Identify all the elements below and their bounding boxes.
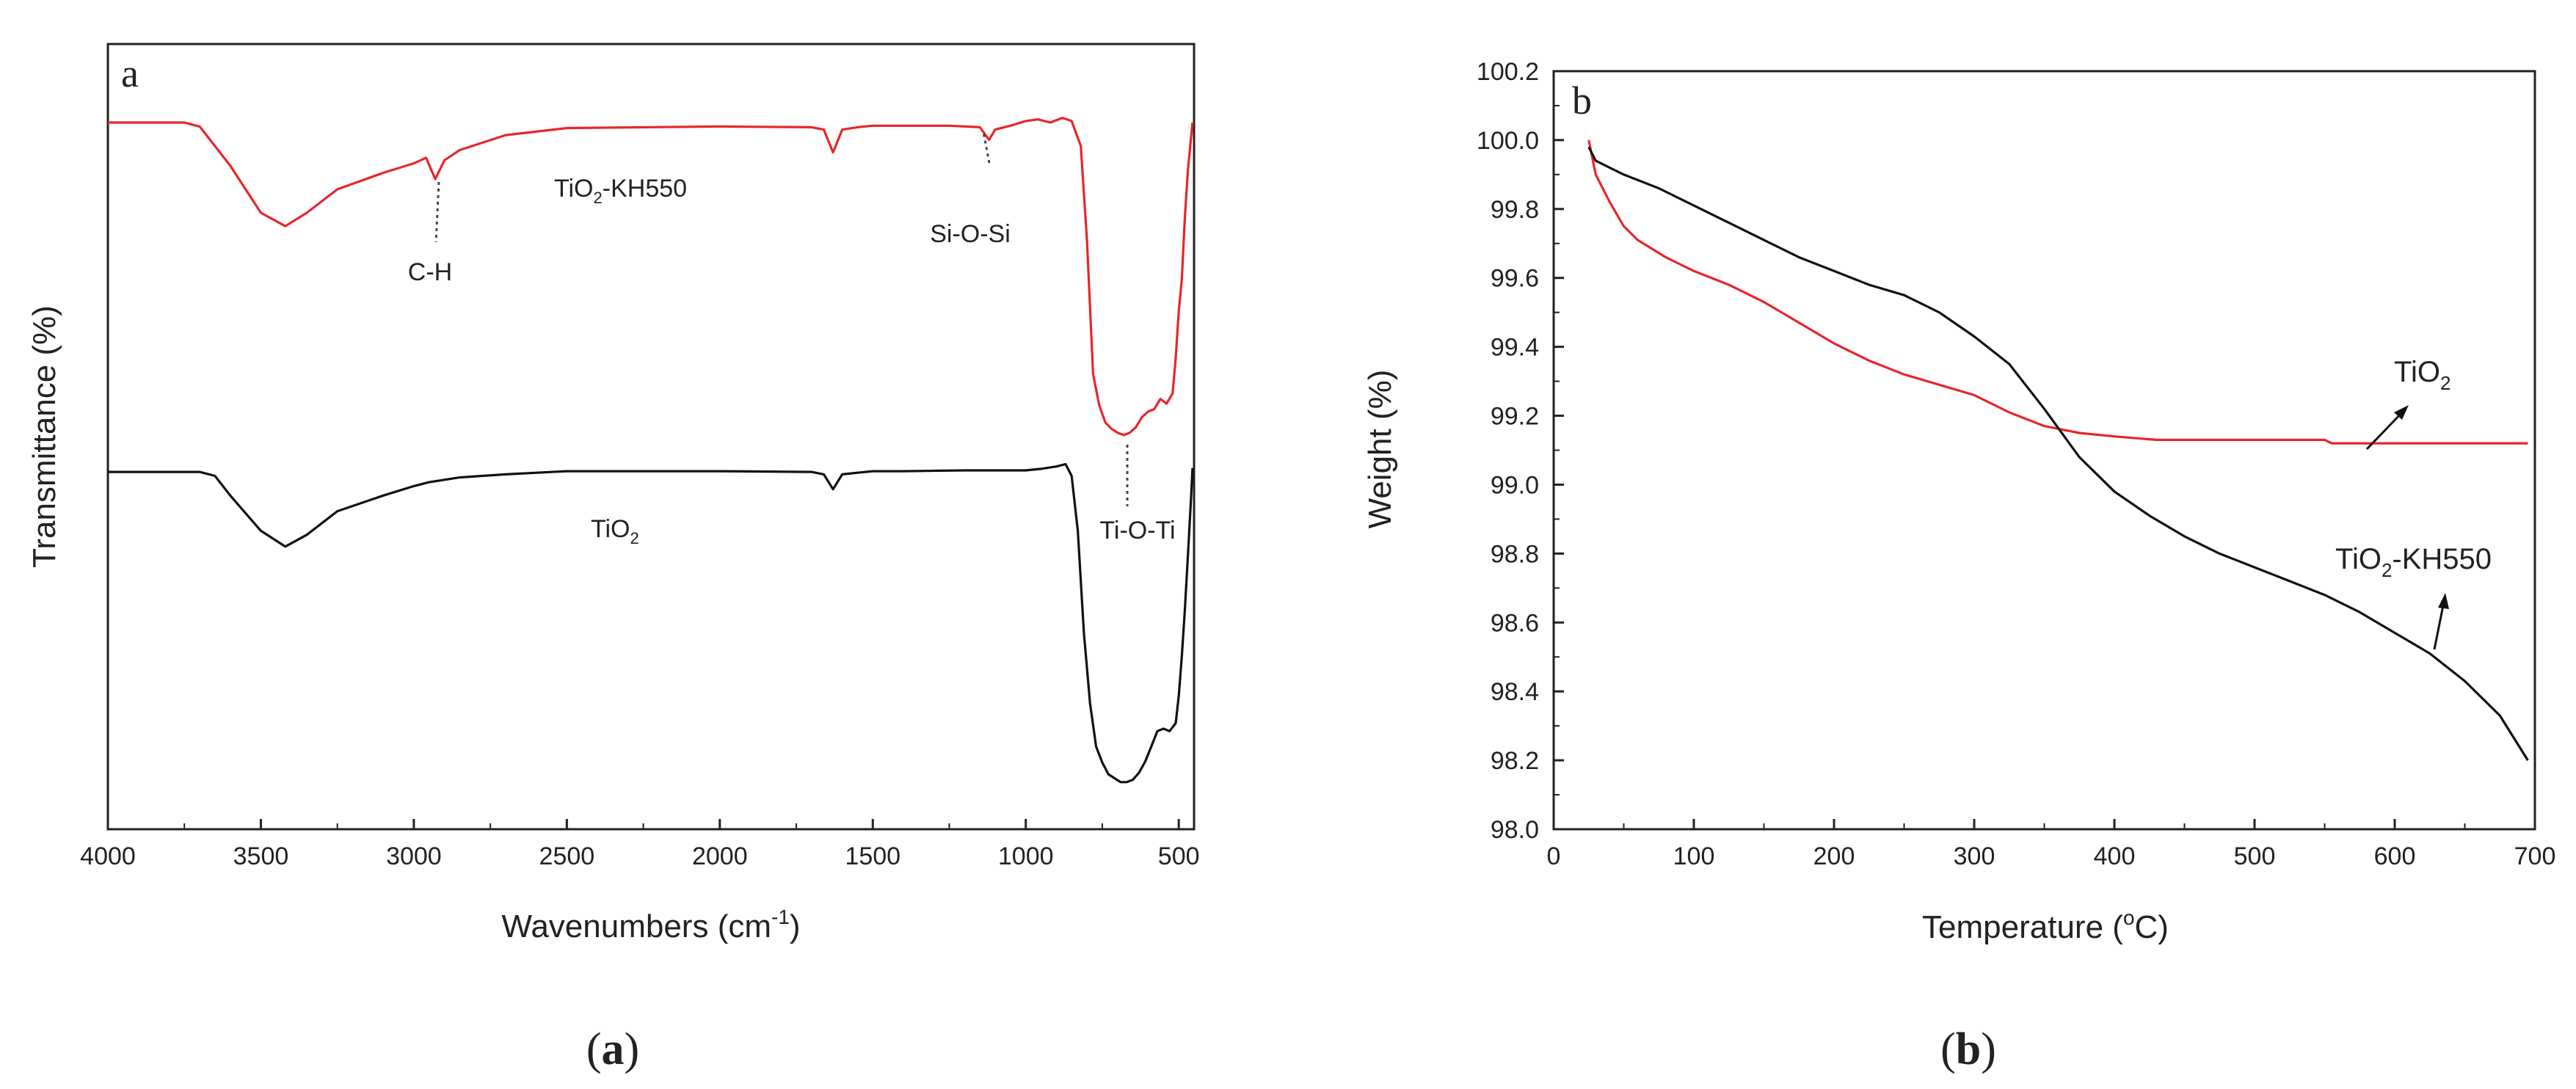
x-axis-label-b-main: Temperature ( bbox=[1922, 909, 2123, 945]
x-tick-label-b-6: 600 bbox=[2374, 842, 2416, 870]
series-label-tio2-b-main: TiO bbox=[2394, 356, 2440, 388]
series-label-tio2-b-sub: 2 bbox=[2440, 372, 2451, 394]
x-tick-label-b-1: 100 bbox=[1673, 842, 1715, 870]
series-label-tio2-a-sub: 2 bbox=[630, 529, 639, 547]
x-tick-label-b-7: 700 bbox=[2514, 842, 2556, 870]
x-tick-label-b-5: 500 bbox=[2234, 842, 2276, 870]
panel-letter-a: a bbox=[121, 51, 139, 95]
y-axis-label-b: Weight (%) bbox=[1362, 370, 1398, 529]
annotation-leader-sioси bbox=[982, 131, 991, 164]
y-axis-label-a: Transmittance (%) bbox=[26, 305, 62, 568]
y-tick-label-b-9: 99.8 bbox=[1491, 196, 1539, 224]
series-label-tio2-kh550-main: TiO bbox=[554, 175, 594, 203]
x-axis-label-a-end: ) bbox=[790, 908, 801, 944]
y-ticks-b bbox=[1554, 70, 1564, 831]
annotation-ti-o-ti: Ti-O-Ti bbox=[1099, 517, 1175, 544]
y-tick-label-b-5: 99.0 bbox=[1491, 471, 1539, 499]
series-group-a bbox=[108, 117, 1194, 784]
panel-letter-b: b bbox=[1572, 79, 1592, 123]
panel-caption-b-close: ) bbox=[1981, 1024, 1996, 1074]
y-tick-label-b-7: 99.4 bbox=[1491, 334, 1539, 362]
series-label-tio2-b: TiO2 bbox=[2394, 356, 2451, 394]
x-tick-labels-a: 4000 3500 3000 2500 2000 1500 1000 500 bbox=[80, 842, 1199, 870]
x-axis-label-a-sup: -1 bbox=[771, 906, 790, 928]
annotation-si-o-si: Si-O-Si bbox=[930, 220, 1011, 248]
panel-caption-b-open: ( bbox=[1940, 1024, 1956, 1074]
panel-a: a 4000 3500 3000 2500 2000 1500 1000 500 TiO2-K… bbox=[26, 43, 1200, 1074]
x-tick-label-a-1: 3500 bbox=[233, 842, 289, 870]
y-tick-label-b-1: 98.2 bbox=[1491, 747, 1539, 775]
x-tick-label-b-0: 0 bbox=[1547, 842, 1561, 870]
y-tick-label-b-3: 98.6 bbox=[1491, 609, 1539, 637]
y-tick-label-b-0: 98.0 bbox=[1491, 816, 1539, 844]
x-tick-label-a-3: 2500 bbox=[539, 842, 595, 870]
x-tick-labels-b: 0 100 200 300 400 500 600 700 bbox=[1547, 842, 2556, 870]
plot-frame-a bbox=[106, 43, 1196, 831]
panel-caption-a-letter: a bbox=[602, 1024, 625, 1074]
x-tick-label-b-3: 300 bbox=[1954, 842, 1995, 870]
series-label-tio2-kh550-b-sub: 2 bbox=[2382, 559, 2392, 581]
x-tick-label-b-4: 400 bbox=[2094, 842, 2136, 870]
x-tick-label-a-2: 3000 bbox=[386, 842, 442, 870]
x-axis-label-a: Wavenumbers (cm-1) bbox=[501, 906, 800, 944]
x-tick-label-a-4: 2000 bbox=[692, 842, 748, 870]
x-axis-label-b: Temperature (oC) bbox=[1922, 906, 2169, 945]
x-ticks-b bbox=[1552, 819, 2536, 829]
panel-caption-a: (a) bbox=[586, 1024, 639, 1074]
y-tick-label-b-6: 99.2 bbox=[1491, 403, 1539, 431]
series-line-a-tio2-kh550 bbox=[108, 117, 1194, 437]
y-tick-label-b-2: 98.4 bbox=[1491, 678, 1539, 706]
panel-b: b 0 100 200 300 400 500 600 700 98.098.298.498.… bbox=[1362, 58, 2555, 1074]
series-label-tio2-kh550-b-main: TiO bbox=[2335, 543, 2382, 575]
y-tick-label-b-8: 99.6 bbox=[1491, 265, 1539, 293]
x-tick-label-b-2: 200 bbox=[1813, 842, 1855, 870]
x-tick-label-a-7: 500 bbox=[1158, 842, 1200, 870]
y-tick-label-b-10: 100.0 bbox=[1477, 127, 1539, 155]
x-axis-label-a-main: Wavenumbers (cm bbox=[501, 908, 771, 944]
panel-caption-a-open: ( bbox=[586, 1024, 602, 1074]
x-tick-label-a-6: 1000 bbox=[998, 842, 1054, 870]
x-tick-label-a-0: 4000 bbox=[80, 842, 136, 870]
panel-caption-b-letter: b bbox=[1956, 1024, 1981, 1074]
annotation-leader-ch bbox=[434, 181, 440, 243]
y-tick-label-b-11: 100.2 bbox=[1477, 58, 1539, 86]
y-tick-labels-b: 98.0 98.2 98.4 98.6 98.8 99.0 99.2 99.4 99.6 99.8… bbox=[1477, 58, 1539, 844]
series-line-a-tio2 bbox=[108, 462, 1194, 784]
x-axis-label-b-end: C) bbox=[2135, 909, 2169, 945]
arrow-tio2-b bbox=[2365, 405, 2409, 451]
series-group-b bbox=[1587, 139, 2529, 761]
x-ticks-a bbox=[106, 819, 1180, 829]
plot-frame-b bbox=[1552, 70, 2536, 831]
series-label-tio2-kh550-b-tail: -KH550 bbox=[2392, 543, 2492, 575]
series-label-tio2-kh550: TiO2-KH550 bbox=[554, 175, 687, 207]
y-tick-label-b-4: 98.8 bbox=[1491, 540, 1539, 568]
x-axis-label-b-sup: o bbox=[2123, 906, 2135, 929]
series-label-tio2-kh550-sub: 2 bbox=[594, 189, 603, 207]
series-label-tio2-a-main: TiO bbox=[591, 515, 630, 543]
x-tick-label-a-5: 1500 bbox=[845, 842, 900, 870]
series-line-b-tio2 bbox=[1587, 139, 2528, 445]
series-line-b-tio2-kh550 bbox=[1587, 146, 2529, 761]
panel-caption-a-close: ) bbox=[625, 1024, 640, 1074]
annotation-ch: C-H bbox=[408, 258, 452, 286]
panel-caption-b: (b) bbox=[1940, 1024, 1996, 1074]
series-label-tio2-kh550-tail: -KH550 bbox=[603, 175, 687, 203]
arrow-tio2-kh550-b bbox=[2433, 593, 2449, 650]
series-label-tio2-a: TiO2 bbox=[591, 515, 639, 547]
series-label-tio2-kh550-b: TiO2-KH550 bbox=[2335, 543, 2492, 581]
